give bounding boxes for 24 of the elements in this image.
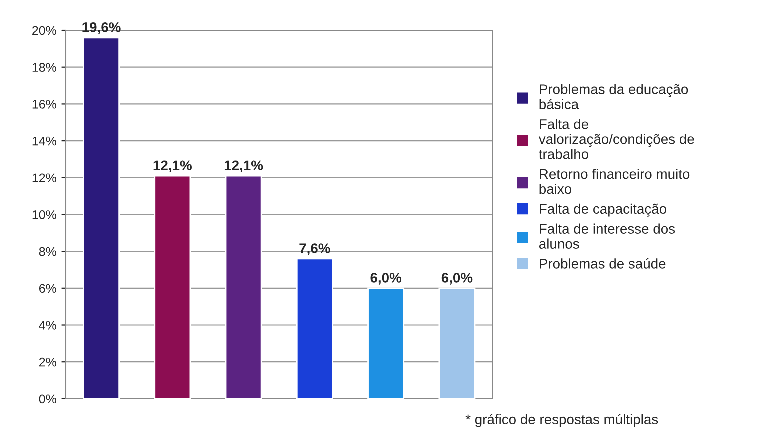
y-tick-label: 16% bbox=[32, 100, 56, 109]
data-label: 6,0% bbox=[370, 273, 402, 285]
y-tick-label: 2% bbox=[39, 358, 56, 367]
legend-label: Falta de interesse dos alunos bbox=[539, 224, 676, 249]
data-label: 12,1% bbox=[224, 160, 264, 173]
legend-label: Problemas da educação básica bbox=[540, 84, 688, 110]
y-tick-label: 0% bbox=[39, 394, 56, 404]
y-tick-label: 12% bbox=[32, 174, 56, 182]
data-label: 6,0% bbox=[442, 273, 473, 285]
legend-label: Falta de capacitação bbox=[540, 204, 666, 217]
y-tick-label: 20% bbox=[32, 26, 56, 36]
y-tick-label: 8% bbox=[39, 247, 56, 256]
y-tick-label: 14% bbox=[32, 136, 56, 146]
legend-label: Falta de valorização/condições de trabalho bbox=[538, 119, 694, 160]
text: * gráfico de respostas múltiplas bbox=[466, 414, 658, 428]
data-label: 19,6% bbox=[82, 22, 121, 34]
data-label: 7,6% bbox=[300, 244, 330, 256]
legend-label: Problemas de saúde bbox=[540, 258, 666, 269]
y-tick-label: 4% bbox=[39, 321, 56, 330]
y-tick-label: 6% bbox=[40, 284, 56, 294]
y-tick-label: 18% bbox=[32, 63, 56, 72]
legend-label: Retorno financeiro muito baixo bbox=[540, 168, 690, 194]
data-label: 12,1% bbox=[154, 160, 192, 173]
y-tick-label: 10% bbox=[32, 210, 56, 220]
